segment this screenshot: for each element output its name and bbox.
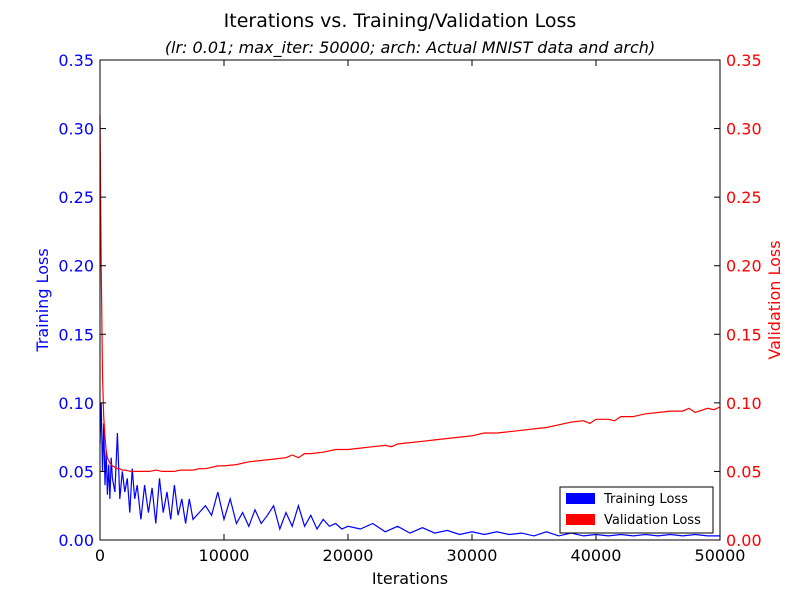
x-tick-label: 10000 bbox=[199, 546, 250, 565]
legend-label-training: Training Loss bbox=[603, 492, 688, 507]
y-tick-label-right: 0.00 bbox=[726, 531, 762, 550]
y-tick-label-left: 0.35 bbox=[58, 51, 94, 70]
y-tick-label-right: 0.30 bbox=[726, 120, 762, 139]
y-tick-label-right: 0.05 bbox=[726, 462, 762, 481]
y-tick-label-left: 0.30 bbox=[58, 120, 94, 139]
x-tick-label: 20000 bbox=[323, 546, 374, 565]
y-tick-label-right: 0.35 bbox=[726, 51, 762, 70]
legend: Training Loss Validation Loss bbox=[559, 486, 714, 534]
y-tick-label-left: 0.05 bbox=[58, 462, 94, 481]
series-line-validation bbox=[99, 114, 721, 472]
chart-subtitle: (lr: 0.01; max_iter: 50000; arch: Actual… bbox=[165, 38, 655, 58]
plot-frame bbox=[99, 59, 721, 541]
legend-swatch-training bbox=[566, 493, 595, 504]
y-tick-label-left: 0.15 bbox=[58, 325, 94, 344]
plot-lines bbox=[99, 114, 721, 537]
x-tick-label: 50000 bbox=[695, 546, 746, 565]
y-tick-label-left: 0.20 bbox=[58, 257, 94, 276]
series-line-training bbox=[99, 402, 720, 537]
y-tick-label-left: 0.10 bbox=[58, 394, 94, 413]
x-tick-label: 30000 bbox=[447, 546, 498, 565]
y-tick-label-left: 0.00 bbox=[58, 531, 94, 550]
legend-label-validation: Validation Loss bbox=[604, 513, 701, 528]
y-tick-label-right: 0.25 bbox=[726, 188, 762, 207]
chart-title: Iterations vs. Training/Validation Loss bbox=[224, 10, 577, 32]
y-tick-label-right: 0.10 bbox=[726, 394, 762, 413]
x-tick-label: 40000 bbox=[571, 546, 622, 565]
x-axis-title: Iterations bbox=[372, 569, 448, 588]
legend-swatch-validation bbox=[566, 514, 595, 525]
y-tick-label-right: 0.15 bbox=[726, 325, 762, 344]
y-tick-label-right: 0.20 bbox=[726, 257, 762, 276]
x-tick-label: 0 bbox=[95, 546, 105, 565]
y-tick-label-left: 0.25 bbox=[58, 188, 94, 207]
y-axis-title-left: Training Loss bbox=[33, 248, 52, 352]
y-axis-title-right: Validation Loss bbox=[765, 240, 784, 359]
